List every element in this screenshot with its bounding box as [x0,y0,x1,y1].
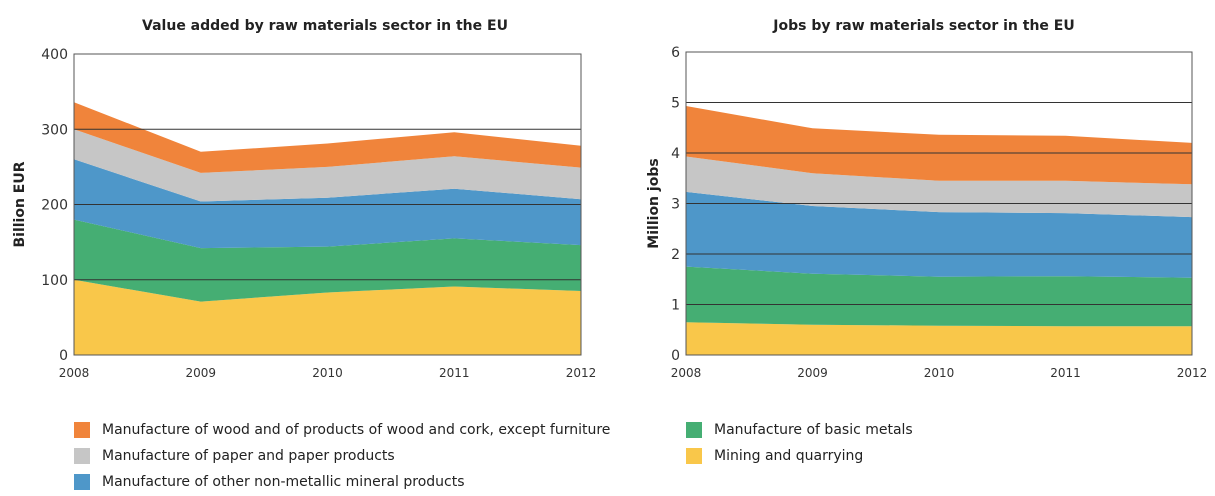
legend-swatch-basic-metals [686,422,702,438]
jobs-x-tick-label: 2010 [924,366,955,380]
value-x-tick-label: 2010 [312,366,343,380]
jobs-plot-frame [685,51,1193,356]
value-y-axis-label: Billion EUR [12,161,28,247]
value-area-manufacture-of-other-non-metallic-mineral-products [74,159,581,249]
jobs-chart: Jobs by raw materials sector in the EU Mi… [646,18,1208,380]
legend-label-paper: Manufacture of paper and paper products [102,448,395,464]
legend-item-wood: Manufacture of wood and of products of w… [74,420,610,440]
jobs-y-tick-label: 1 [671,298,680,314]
jobs-y-tick-label: 3 [671,197,680,213]
jobs-y-tick-label: 2 [671,247,680,263]
legend-item-basic-metals: Manufacture of basic metals [686,420,913,440]
value-y-tick-label: 200 [41,198,68,214]
jobs-y-axis-label: Million jobs [646,158,662,248]
value-added-chart: Value added by raw materials sector in t… [12,18,597,380]
value-area-manufacture-of-basic-metals [74,219,581,302]
jobs-area-manufacture-of-other-non-metallic-mineral-products [686,191,1192,278]
jobs-x-tick-label: 2011 [1050,366,1081,380]
jobs-y-tick-label: 5 [671,96,680,112]
value-x-tick-label: 2009 [185,366,216,380]
legend-label-mining: Mining and quarrying [714,448,864,464]
value-area-manufacture-of-wood-and-of-products-of-wood-and-cork-except-furniture [74,102,581,173]
legend-swatch-non-metallic [74,474,90,490]
legend-label-wood: Manufacture of wood and of products of w… [102,422,611,438]
legend-swatch-paper [74,448,90,464]
value-x-tick-label: 2008 [59,366,90,380]
value-y-tick-label: 300 [41,122,68,138]
value-x-tick-label: 2011 [439,366,470,380]
jobs-area-mining-and-quarrying [686,322,1192,355]
value-x-tick-label: 2012 [566,366,597,380]
jobs-x-tick-label: 2009 [797,366,828,380]
legend-item-mining: Mining and quarrying [686,446,863,466]
legend-label-non-metallic: Manufacture of other non-metallic minera… [102,474,465,490]
legend-swatch-mining [686,448,702,464]
jobs-area-manufacture-of-basic-metals [686,266,1192,327]
legend: Manufacture of wood and of products of w… [74,420,1174,496]
value-area-manufacture-of-paper-and-paper-products [74,129,581,202]
value-y-tick-label: 400 [41,47,68,63]
jobs-y-tick-label: 0 [671,348,680,364]
jobs-chart-title: Jobs by raw materials sector in the EU [772,18,1074,34]
legend-label-basic-metals: Manufacture of basic metals [714,422,913,438]
jobs-x-tick-label: 2012 [1177,366,1208,380]
value-plot-frame [73,53,582,356]
legend-item-non-metallic: Manufacture of other non-metallic minera… [74,472,465,492]
jobs-x-tick-label: 2008 [671,366,702,380]
value-y-tick-label: 100 [41,273,68,289]
legend-swatch-wood [74,422,90,438]
value-area-mining-and-quarrying [74,279,581,355]
jobs-y-tick-label: 4 [671,146,680,162]
value-y-tick-label: 0 [59,348,68,364]
legend-item-paper: Manufacture of paper and paper products [74,446,395,466]
jobs-area-manufacture-of-wood-and-of-products-of-wood-and-cork-except-furniture [686,106,1192,185]
jobs-y-tick-label: 6 [671,45,680,61]
value-chart-title: Value added by raw materials sector in t… [142,18,508,34]
jobs-area-manufacture-of-paper-and-paper-products [686,156,1192,218]
